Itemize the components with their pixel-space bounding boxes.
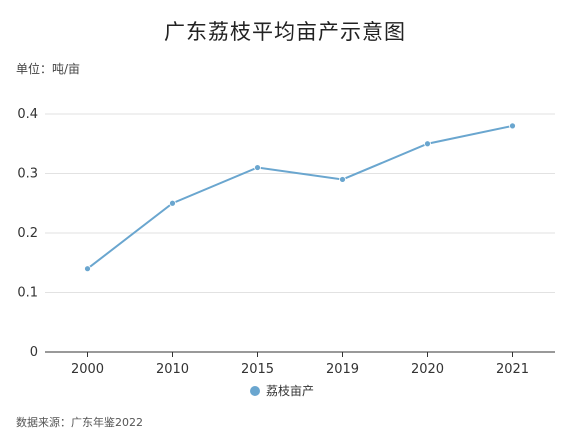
series-line <box>86 124 513 270</box>
series-line-group <box>84 122 516 273</box>
data-point[interactable] <box>509 122 516 130</box>
y-axis-ticks: 0 0.1 0.2 0.3 0.4 <box>17 107 38 360</box>
data-point[interactable] <box>339 176 346 183</box>
x-tick-label: 2015 <box>241 362 274 377</box>
y-tick-label: 0 <box>30 345 38 360</box>
y-tick-label: 0.1 <box>17 286 38 301</box>
x-tick-label: 2020 <box>411 362 444 377</box>
legend[interactable]: 荔枝亩产 <box>250 383 314 398</box>
grid-lines <box>45 113 555 293</box>
data-point[interactable] <box>254 164 261 171</box>
data-point[interactable] <box>169 199 176 207</box>
legend-marker <box>250 386 260 396</box>
x-tick-label: 2000 <box>71 362 104 377</box>
data-source: 数据来源：广东年鉴2022 <box>16 416 143 429</box>
data-point[interactable] <box>84 265 91 273</box>
y-tick-label: 0.3 <box>17 167 38 182</box>
unit-label: 单位：吨/亩 <box>16 62 81 76</box>
x-tick-label: 2021 <box>496 362 529 377</box>
data-point[interactable] <box>424 140 431 148</box>
y-tick-label: 0.4 <box>17 107 38 122</box>
chart-title: 广东荔枝平均亩产示意图 <box>164 20 406 44</box>
x-tick-label: 2019 <box>326 362 359 377</box>
y-tick-label: 0.2 <box>17 226 38 241</box>
x-axis: 2000 2010 2015 2019 2020 2021 <box>45 351 555 377</box>
x-tick-label: 2010 <box>156 362 189 377</box>
legend-label: 荔枝亩产 <box>266 383 314 398</box>
